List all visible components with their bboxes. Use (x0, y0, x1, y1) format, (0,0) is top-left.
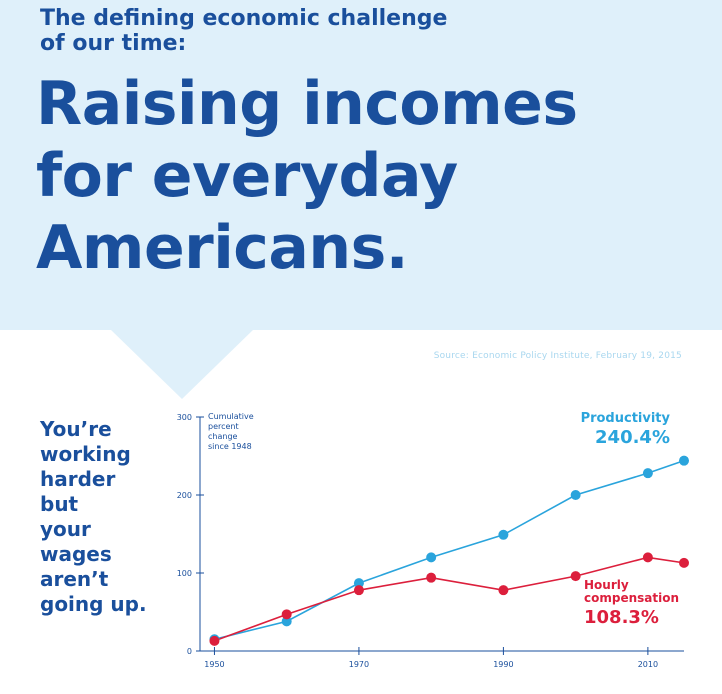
source-note: Source: Economic Policy Institute, Febru… (433, 351, 682, 361)
data-point-series-0 (426, 552, 437, 563)
data-point-series-0 (498, 529, 509, 540)
data-point-series-1 (209, 635, 220, 646)
x-tick-label: 1950 (204, 660, 224, 669)
speech-pointer (110, 329, 254, 399)
y-tick-label: 300 (177, 413, 192, 422)
x-tick-label: 1970 (349, 660, 369, 669)
data-point-series-0 (353, 578, 364, 589)
side-message: You’re working harder but your wages are… (40, 417, 147, 616)
compensation-value: 108.3% (584, 607, 659, 628)
data-point-series-1 (353, 585, 364, 596)
series-line-0 (214, 459, 685, 641)
compensation-label: Hourly compensation (584, 578, 680, 605)
y-tick-label: 100 (177, 569, 192, 578)
y-tick-label: 200 (177, 491, 192, 500)
data-point-series-1 (498, 585, 509, 596)
data-point-series-0 (281, 616, 292, 627)
series-line-1 (214, 556, 685, 642)
kicker-text: The defining economic challenge of our t… (40, 6, 448, 56)
y-axis-label: Cumulative percent change since 1948 (208, 412, 254, 451)
data-point-series-0 (679, 455, 689, 466)
headline: Raising incomes for everyday Americans. (36, 69, 578, 283)
y-tick-label: 0 (187, 647, 192, 656)
data-point-series-0 (570, 490, 581, 500)
data-point-series-1 (642, 552, 653, 563)
data-point-series-1 (426, 572, 437, 583)
productivity-label: Productivity (580, 411, 670, 426)
productivity-value: 240.4% (595, 427, 670, 448)
data-point-series-1 (570, 571, 581, 582)
data-point-series-1 (281, 609, 292, 620)
hero-banner (0, 0, 722, 330)
x-tick-label: 1990 (493, 660, 513, 669)
data-point-series-1 (679, 557, 689, 568)
x-tick-label: 2010 (638, 660, 658, 669)
data-point-series-0 (642, 468, 653, 479)
